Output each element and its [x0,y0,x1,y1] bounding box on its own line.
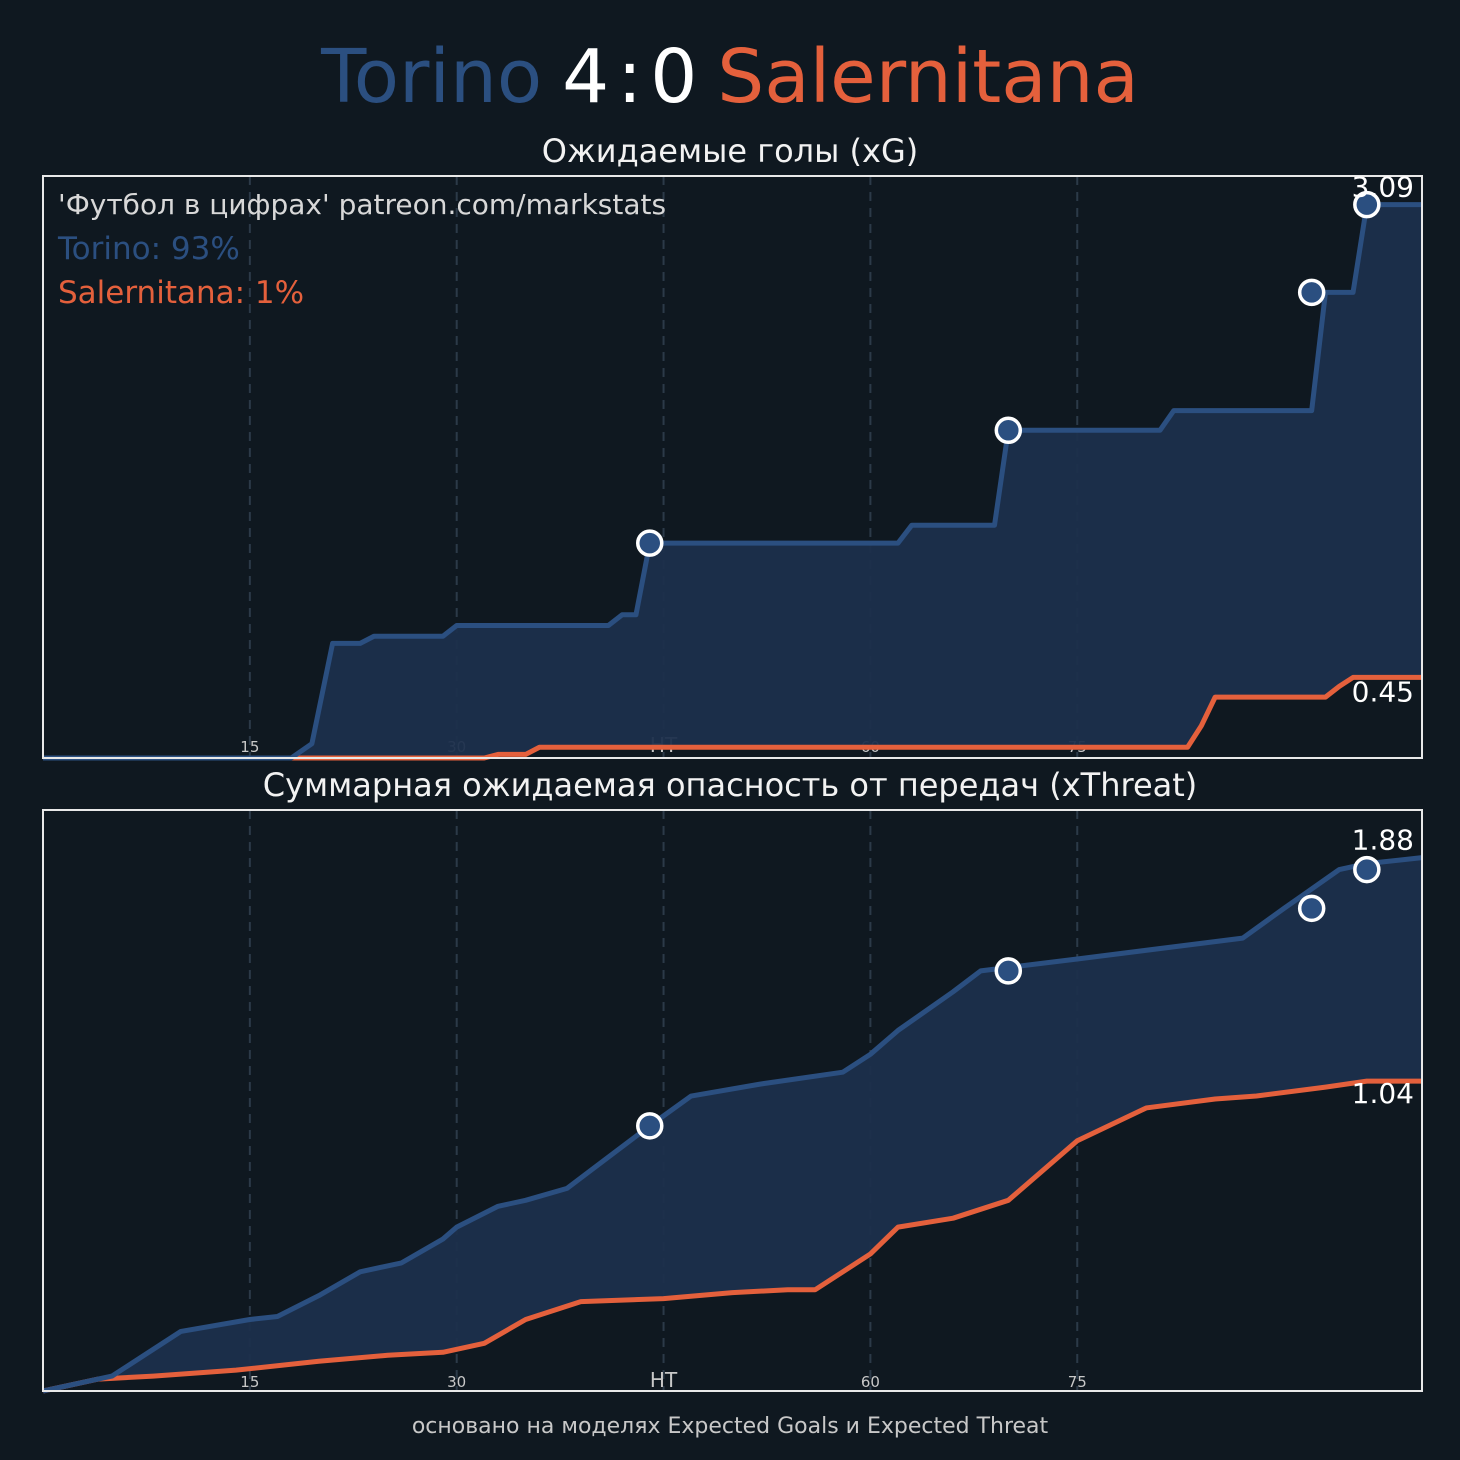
end-label-torino: 3.09 [1352,171,1414,204]
x-tick-label: 15 [240,738,259,756]
score-separator: : [617,34,643,120]
goal-marker [1353,855,1381,884]
xg-chart: 1530HT60753.090.45'Футбол в цифрах' patr… [42,171,1423,761]
goal-marker [636,529,664,557]
x-tick-label: 15 [240,1373,259,1391]
goal-marker [994,957,1023,985]
xthreat-panel-title: Суммарная ожидаемая опасность от передач… [262,766,1198,804]
goal-marker [636,1112,664,1140]
win-prob-torino: Torino: 93% [57,231,240,267]
xg-panel-title: Ожидаемые голы (xG) [541,132,919,170]
home-team-name: Torino [321,34,543,120]
series-line-salernitana [43,674,1422,761]
x-tick-label: HT [650,1368,678,1392]
goal-marker [1297,894,1326,923]
goal-marker [1353,190,1381,219]
end-label-salernitana: 1.04 [1352,1077,1414,1110]
watermark-annotation: 'Футбол в цифрах' patreon.com/markstats [58,188,666,221]
goal-marker [1297,278,1326,307]
series-line-torino [42,855,1423,1394]
x-tick-label: 60 [861,1373,880,1391]
area-between-series [43,857,1422,1391]
xthreat-chart: 15 30 HT 60 75 1.88 1.04 [42,809,1423,1394]
end-label-torino: 1.88 [1352,824,1414,857]
match-title: Torino 4:0 Salernitana [0,32,1460,122]
home-score: 4 [562,34,610,120]
series-line-salernitana [42,1078,1422,1394]
x-tick-label: 30 [447,1373,466,1391]
area-between-series [43,204,1422,758]
win-prob-salernitana: Salernitana: 1% [58,275,304,311]
x-tick-label: 75 [1068,1373,1087,1391]
chart-frame [42,809,1423,1392]
away-team-name: Salernitana [717,34,1139,120]
away-score: 0 [650,34,698,120]
footer-note: основано на моделях Expected Goals и Exp… [411,1414,1049,1439]
chart-frame [42,175,1423,759]
end-label-salernitana: 0.45 [1352,675,1414,708]
goal-marker [994,416,1023,445]
